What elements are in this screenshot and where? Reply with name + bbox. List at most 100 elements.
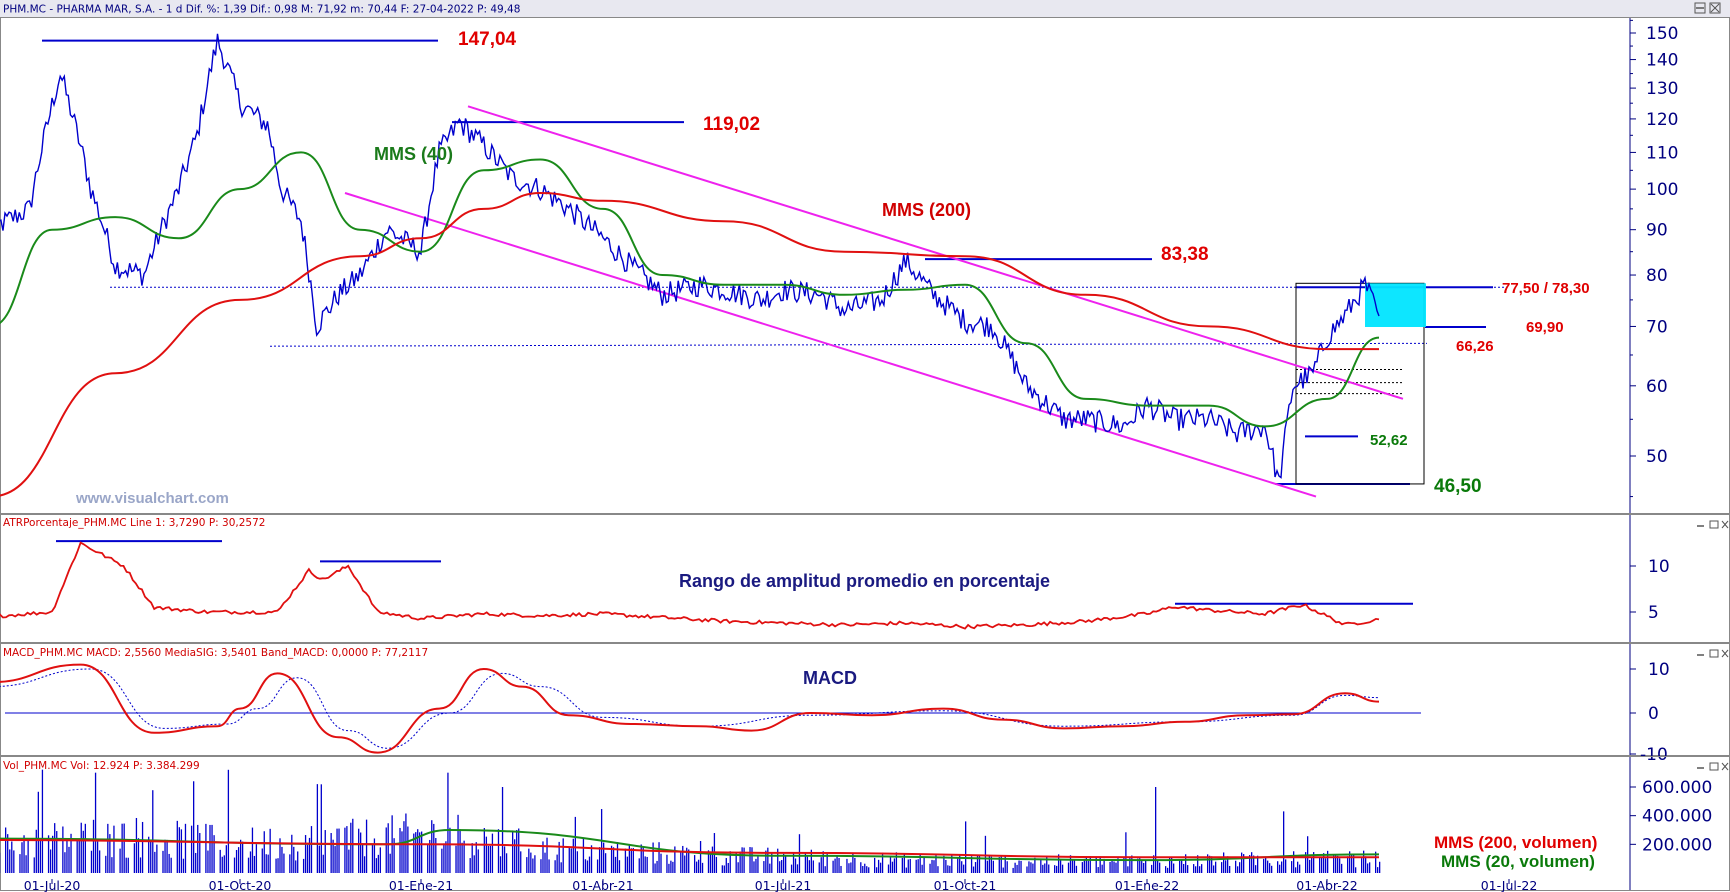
volume-bar <box>1089 856 1091 873</box>
volume-bar <box>1291 861 1293 873</box>
volume-bar <box>54 823 56 873</box>
volume-bar <box>921 864 923 873</box>
volume-bar <box>180 829 183 873</box>
volume-bar <box>826 854 828 873</box>
volume-bar <box>499 856 502 873</box>
volume-bar <box>19 854 21 873</box>
volume-bar <box>1075 865 1078 873</box>
volume-bar <box>249 851 252 873</box>
volume-bar <box>693 855 696 873</box>
price-y-tick-label: 150 <box>1646 24 1678 44</box>
volume-bar <box>279 838 281 873</box>
volume-panel: 01-Jul-20 01-Oct-20 01-Ene-21 01-Abr-21 01-J… <box>0 756 1730 892</box>
volume-bar <box>630 848 632 873</box>
volume-bar <box>227 769 230 873</box>
volume-bar <box>1067 862 1070 873</box>
volume-bar <box>304 835 307 873</box>
volume-bar <box>433 823 435 873</box>
volume-bar <box>1249 855 1251 873</box>
level-label-7750: 77,50 / 78,30 <box>1502 280 1590 297</box>
volume-bar <box>96 841 99 873</box>
volume-bar <box>737 862 739 873</box>
atr-panel-buttons[interactable] <box>1697 520 1729 529</box>
macd-y-tick-label: -10 <box>1640 745 1668 765</box>
vol-panel-buttons[interactable] <box>1697 762 1729 771</box>
volume-bar <box>893 858 896 873</box>
volume-bar <box>1351 854 1353 873</box>
level-label-5262: 52,62 <box>1370 432 1408 449</box>
volume-bar <box>332 839 334 873</box>
x-tick-label: 01-Ene-22 <box>1115 878 1179 892</box>
volume-bar <box>534 855 536 873</box>
x-tick-label: 01-Abr-21 <box>572 878 633 892</box>
volume-bar <box>562 838 564 873</box>
volume-bar <box>52 835 54 873</box>
volume-bar <box>1034 857 1036 873</box>
volume-bar <box>1213 865 1215 873</box>
volume-bar <box>963 864 965 873</box>
volume-bar <box>1155 787 1157 873</box>
volume-bar <box>554 860 556 873</box>
volume-bar <box>526 857 528 873</box>
volume-panel-title: Vol_PHM.MC Vol: 12.924 P: 3.384.299 <box>3 760 200 772</box>
volume-bar <box>1127 866 1129 873</box>
volume-bar <box>1097 867 1099 873</box>
volume-bar <box>1139 858 1141 873</box>
volume-bar <box>1069 855 1072 873</box>
volume-bar <box>1014 862 1016 873</box>
volume-bar <box>1171 856 1173 873</box>
macd-panel-buttons[interactable] <box>1697 649 1729 658</box>
volume-bar <box>487 845 490 873</box>
volume-bar <box>972 866 975 873</box>
macd-line <box>0 663 1380 754</box>
volume-bar <box>834 858 836 873</box>
volume-bar <box>660 853 662 873</box>
volume-bar <box>178 827 180 873</box>
volume-bar <box>707 850 710 873</box>
volume-bar <box>463 840 465 873</box>
volume-bar <box>49 849 52 873</box>
volume-bar <box>723 865 725 873</box>
volume-bar <box>1237 866 1239 873</box>
volume-bar <box>1225 860 1227 873</box>
volume-bar <box>344 827 346 873</box>
volume-bar <box>686 847 688 873</box>
volume-bar <box>375 858 378 873</box>
volume-bar <box>137 838 140 873</box>
volume-bar <box>139 857 142 873</box>
volume-bar <box>475 842 477 873</box>
volume-bar <box>701 862 704 873</box>
volume-bar <box>824 866 826 873</box>
volume-bar <box>666 854 668 873</box>
volume-bar <box>576 851 579 873</box>
volume-bar <box>1030 862 1032 873</box>
volume-bar <box>1267 860 1269 873</box>
volume-bar <box>895 852 898 873</box>
volume-bar <box>1040 859 1042 873</box>
x-tick-label: 01-Jul-20 <box>24 878 81 892</box>
volume-bar <box>612 847 615 873</box>
volume-bar <box>1141 861 1143 873</box>
volume-bar <box>1173 863 1175 873</box>
volume-bar <box>251 827 254 873</box>
volume-bar <box>107 823 109 873</box>
volume-bar <box>846 858 848 873</box>
volume-bar <box>121 823 123 873</box>
macd-signal-line <box>0 668 1380 749</box>
window-buttons[interactable] <box>1694 2 1721 14</box>
volume-bar <box>1283 811 1285 873</box>
volume-bar <box>1305 852 1307 873</box>
price-y-tick-label: 90 <box>1646 221 1668 241</box>
volume-bar <box>836 856 838 873</box>
volume-bar <box>403 821 405 873</box>
volume-bar <box>27 840 29 873</box>
volume-bar <box>1215 861 1217 873</box>
volume-bar <box>176 820 178 873</box>
volume-bar <box>783 853 785 873</box>
volume-bar <box>1271 865 1273 873</box>
volume-bar <box>598 847 601 873</box>
volume-bar <box>697 859 700 873</box>
volume-bar <box>235 849 238 873</box>
volume-bar <box>237 847 240 873</box>
volume-bar <box>1087 860 1089 873</box>
